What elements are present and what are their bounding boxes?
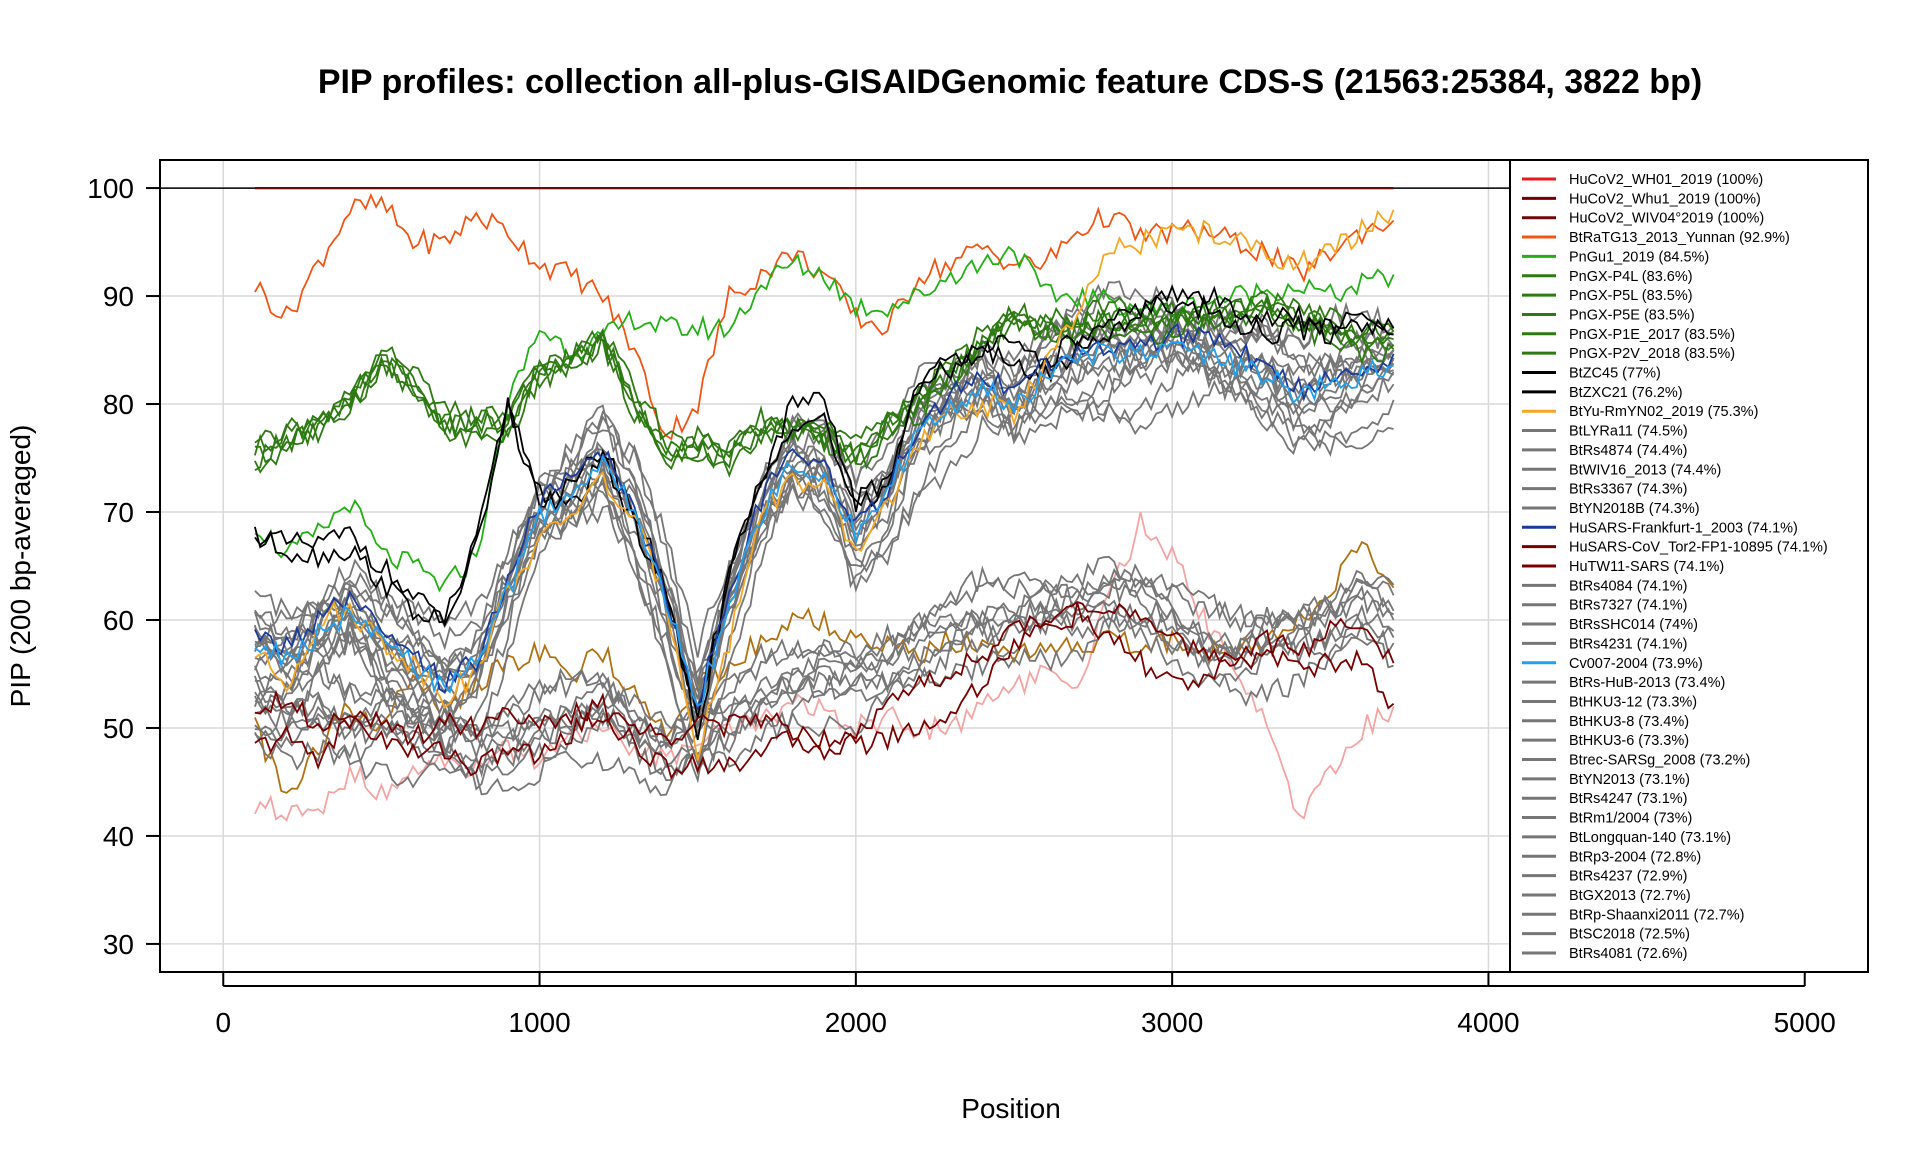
legend-entry: BtYu-RmYN02_2019 (75.3%) <box>1569 404 1758 420</box>
x-tick-label: 3000 <box>1141 1007 1203 1038</box>
legend-entry: BtRs4084 (74.1%) <box>1569 578 1687 594</box>
y-axis-label: PIP (200 bp-averaged) <box>5 425 36 708</box>
series-line-unlabeled <box>254 540 1395 794</box>
legend-entry: PnGX-P1E_2017 (83.5%) <box>1569 327 1735 343</box>
legend-entry: PnGX-P4L (83.6%) <box>1569 269 1693 285</box>
legend-entry: BtSC2018 (72.5%) <box>1569 927 1690 943</box>
legend-entry: BtHKU3-8 (73.4%) <box>1569 714 1689 730</box>
legend-entry: HuCoV2_Whu1_2019 (100%) <box>1569 191 1761 207</box>
legend-entry: PnGX-P2V_2018 (83.5%) <box>1569 346 1735 362</box>
y-tick-label: 100 <box>87 173 134 204</box>
x-tick-label: 0 <box>215 1007 231 1038</box>
x-tick-label: 4000 <box>1457 1007 1519 1038</box>
series-line <box>254 192 1395 441</box>
series-line <box>254 290 1394 459</box>
legend: HuCoV2_WH01_2019 (100%) HuCoV2_Whu1_2019 … <box>1509 159 1869 973</box>
x-tick-label: 1000 <box>508 1007 570 1038</box>
legend-entry: BtZC45 (77%) <box>1569 366 1661 382</box>
series-line <box>254 209 1395 761</box>
legend-entry: BtRs-HuB-2013 (73.4%) <box>1569 675 1725 691</box>
series-line <box>254 245 1395 593</box>
y-tick-label: 60 <box>103 605 134 636</box>
legend-entry: BtGX2013 (72.7%) <box>1569 888 1691 904</box>
x-axis: 0 1000 2000 3000 4000 5000 <box>215 972 1836 1038</box>
legend-entry: BtRs4231 (74.1%) <box>1569 636 1687 652</box>
y-tick-label: 40 <box>103 821 134 852</box>
legend-entry: HuSARS-Frankfurt-1_2003 (74.1%) <box>1569 520 1798 536</box>
legend-entry: BtHKU3-6 (73.3%) <box>1569 733 1689 749</box>
legend-entry: BtRs7327 (74.1%) <box>1569 598 1687 614</box>
legend-entry: BtHKU3-12 (73.3%) <box>1569 694 1697 710</box>
legend-entry: PnGu1_2019 (84.5%) <box>1569 249 1709 265</box>
legend-entry: BtRs4247 (73.1%) <box>1569 791 1687 807</box>
chart-title: PIP profiles: collection all-plus-GISAID… <box>318 63 1702 101</box>
series-line <box>254 600 1395 751</box>
legend-entry: HuTW11-SARS (74.1%) <box>1569 559 1724 575</box>
series-line <box>254 602 1395 780</box>
legend-entry: BtRp-Shaanxi2011 (72.7%) <box>1569 907 1744 923</box>
series-lines <box>254 187 1395 822</box>
legend-box <box>1509 159 1869 973</box>
legend-entry: BtRaTG13_2013_Yunnan (92.9%) <box>1569 230 1790 246</box>
series-line <box>254 292 1395 683</box>
legend-entry: BtRs4237 (72.9%) <box>1569 869 1687 885</box>
y-tick-label: 80 <box>103 389 134 420</box>
legend-entry: Btrec-SARSg_2008 (73.2%) <box>1569 753 1750 769</box>
legend-entry: HuSARS-CoV_Tor2-FP1-10895 (74.1%) <box>1569 540 1828 556</box>
legend-entry: BtRs3367 (74.3%) <box>1569 482 1687 498</box>
legend-entry: BtRs4874 (74.4%) <box>1569 443 1687 459</box>
y-tick-label: 30 <box>103 929 134 960</box>
legend-entry: HuCoV2_WIV04°2019 (100%) <box>1569 211 1764 227</box>
y-tick-label: 90 <box>103 281 134 312</box>
legend-entry: PnGX-P5L (83.5%) <box>1569 288 1693 304</box>
legend-entry: BtYN2013 (73.1%) <box>1569 772 1690 788</box>
series-line-unlabeled <box>254 511 1395 822</box>
series-line <box>254 567 1395 749</box>
series-line <box>254 341 1394 707</box>
legend-entry: BtLYRa11 (74.5%) <box>1569 424 1688 440</box>
series-line <box>254 294 1394 741</box>
x-axis-label: Position <box>961 1093 1061 1124</box>
series-line <box>254 284 1395 719</box>
y-axis: 30 40 50 60 70 80 90 100 <box>87 173 160 960</box>
legend-entry: BtLongquan-140 (73.1%) <box>1569 830 1731 846</box>
legend-entry: BtRm1/2004 (73%) <box>1569 811 1692 827</box>
legend-entry: BtRp3-2004 (72.8%) <box>1569 849 1701 865</box>
legend-entry: Cv007-2004 (73.9%) <box>1569 656 1703 672</box>
y-tick-label: 70 <box>103 497 134 528</box>
legend-entry: BtZXC21 (76.2%) <box>1569 385 1683 401</box>
legend-entry: BtWIV16_2013 (74.4%) <box>1569 462 1721 478</box>
series-line <box>254 292 1394 469</box>
series-line <box>254 319 1395 685</box>
series-line <box>254 298 1395 478</box>
x-tick-label: 5000 <box>1774 1007 1836 1038</box>
series-line <box>254 322 1395 712</box>
series-line <box>254 565 1395 750</box>
legend-entry: BtYN2018B (74.3%) <box>1569 501 1700 517</box>
y-tick-label: 50 <box>103 713 134 744</box>
legend-entry: BtRsSHC014 (74%) <box>1569 617 1698 633</box>
legend-entry: HuCoV2_WH01_2019 (100%) <box>1569 172 1763 188</box>
legend-entry: BtRs4081 (72.6%) <box>1569 946 1687 962</box>
x-tick-label: 2000 <box>825 1007 887 1038</box>
legend-entry: PnGX-P5E (83.5%) <box>1569 307 1695 323</box>
series-line <box>254 555 1395 740</box>
